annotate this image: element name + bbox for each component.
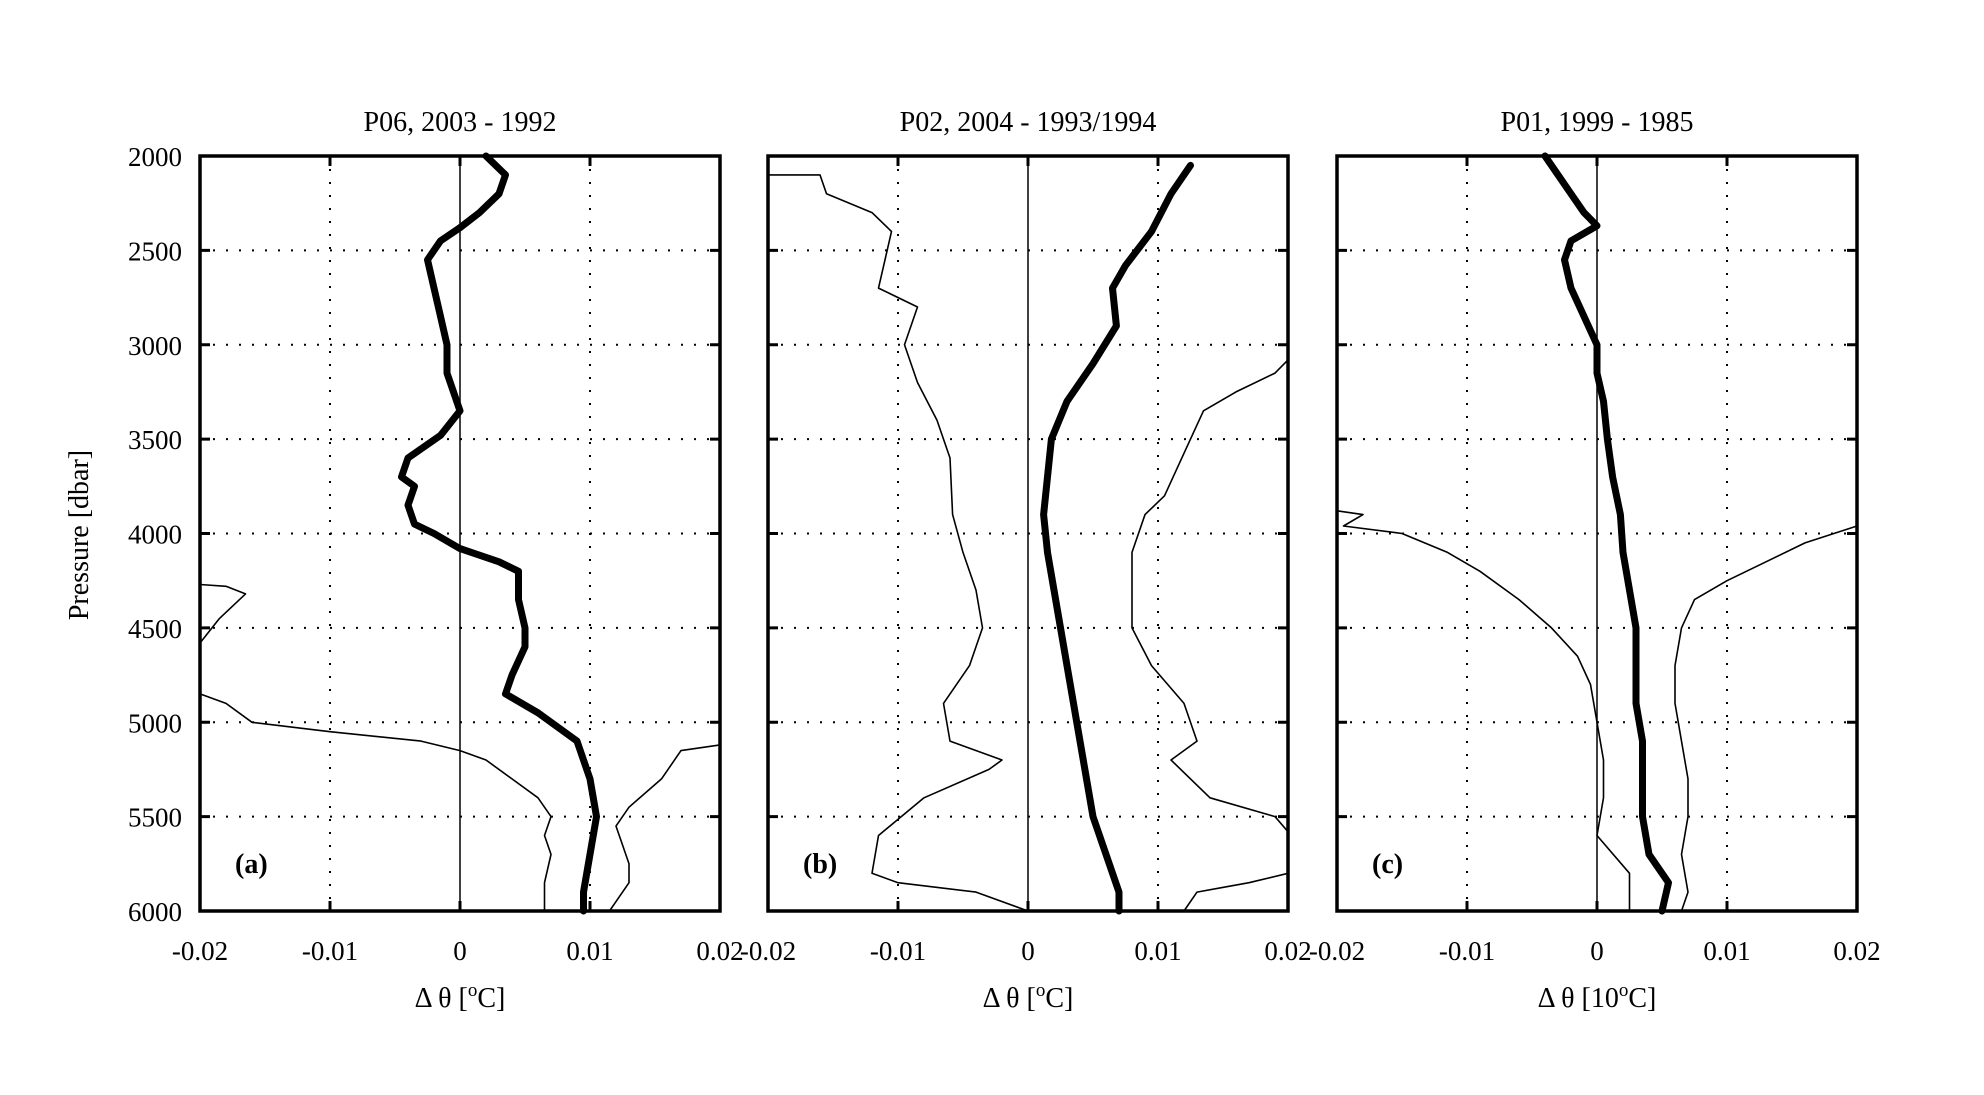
y-tick-label: 4500 — [128, 614, 182, 644]
x-tick-label: 0 — [1021, 936, 1035, 966]
x-tick-label: 0 — [1590, 936, 1604, 966]
x-tick-label: -0.01 — [870, 936, 926, 966]
x-tick-label: 0.01 — [1703, 936, 1750, 966]
y-tick-label: 5000 — [128, 708, 182, 738]
confidence-bound-line — [608, 744, 721, 912]
x-axis-label: Δ θ [oC] — [415, 980, 506, 1014]
x-tick-label: 0.02 — [696, 936, 743, 966]
y-tick-label: 3000 — [128, 331, 182, 361]
panel-tag: (a) — [235, 849, 268, 880]
y-tick-label: 3500 — [128, 425, 182, 455]
panel-c: -0.02 -0.01 0 0.01 0.02 P01, 1999 - 1985 (c) Δ … — [1309, 107, 1881, 1014]
confidence-bound-line — [199, 583, 247, 644]
x-tick-label: 0 — [453, 936, 467, 966]
x-tick-label: 0.02 — [1264, 936, 1311, 966]
x-tick-label: 0.01 — [566, 936, 613, 966]
panel-tag: (c) — [1372, 849, 1403, 880]
y-tick-label: 4000 — [128, 520, 182, 550]
confidence-bound-line — [199, 693, 552, 912]
panel-title: P02, 2004 - 1993/1994 — [900, 107, 1157, 138]
x-tick-label: 0.01 — [1134, 936, 1181, 966]
y-axis-label: Pressure [dbar] — [64, 450, 95, 620]
x-tick-label: -0.01 — [1439, 936, 1495, 966]
panels: -0.02 -0.01 0 0.01 0.02 2000 2500 3000 3500 4000 4… — [128, 107, 1881, 1014]
x-axis-label: Δ θ [oC] — [983, 980, 1074, 1014]
y-tick-label: 2000 — [128, 142, 182, 172]
y-tick-label: 5500 — [128, 803, 182, 833]
mean-profile-line — [398, 152, 600, 915]
confidence-bound-line — [767, 174, 1029, 912]
confidence-bound-line — [1131, 359, 1289, 833]
panel-title: P06, 2003 - 1992 — [364, 107, 557, 138]
x-tick-label: -0.02 — [172, 936, 228, 966]
panel-b: -0.02 -0.01 0 0.01 0.02 P02, 2004 - 1993/1994… — [740, 107, 1312, 1014]
mean-profile-line — [1040, 161, 1194, 915]
confidence-bound-line — [1336, 509, 1631, 912]
x-tick-label: 0.02 — [1833, 936, 1880, 966]
confidence-bound-line — [1674, 525, 1858, 912]
mean-profile-line — [1541, 152, 1672, 915]
x-tick-label: -0.02 — [1309, 936, 1365, 966]
y-tick-label: 2500 — [128, 236, 182, 266]
x-tick-label: -0.01 — [302, 936, 358, 966]
panel-a: -0.02 -0.01 0 0.01 0.02 2000 2500 3000 3500 4000 4… — [128, 107, 744, 1014]
panel-title: P01, 1999 - 1985 — [1501, 107, 1694, 138]
confidence-bound-line — [1183, 872, 1289, 912]
x-tick-label: -0.02 — [740, 936, 796, 966]
x-axis-label: Δ θ [10oC] — [1538, 980, 1657, 1014]
y-tick-label: 6000 — [128, 897, 182, 927]
panel-tag: (b) — [803, 849, 837, 880]
